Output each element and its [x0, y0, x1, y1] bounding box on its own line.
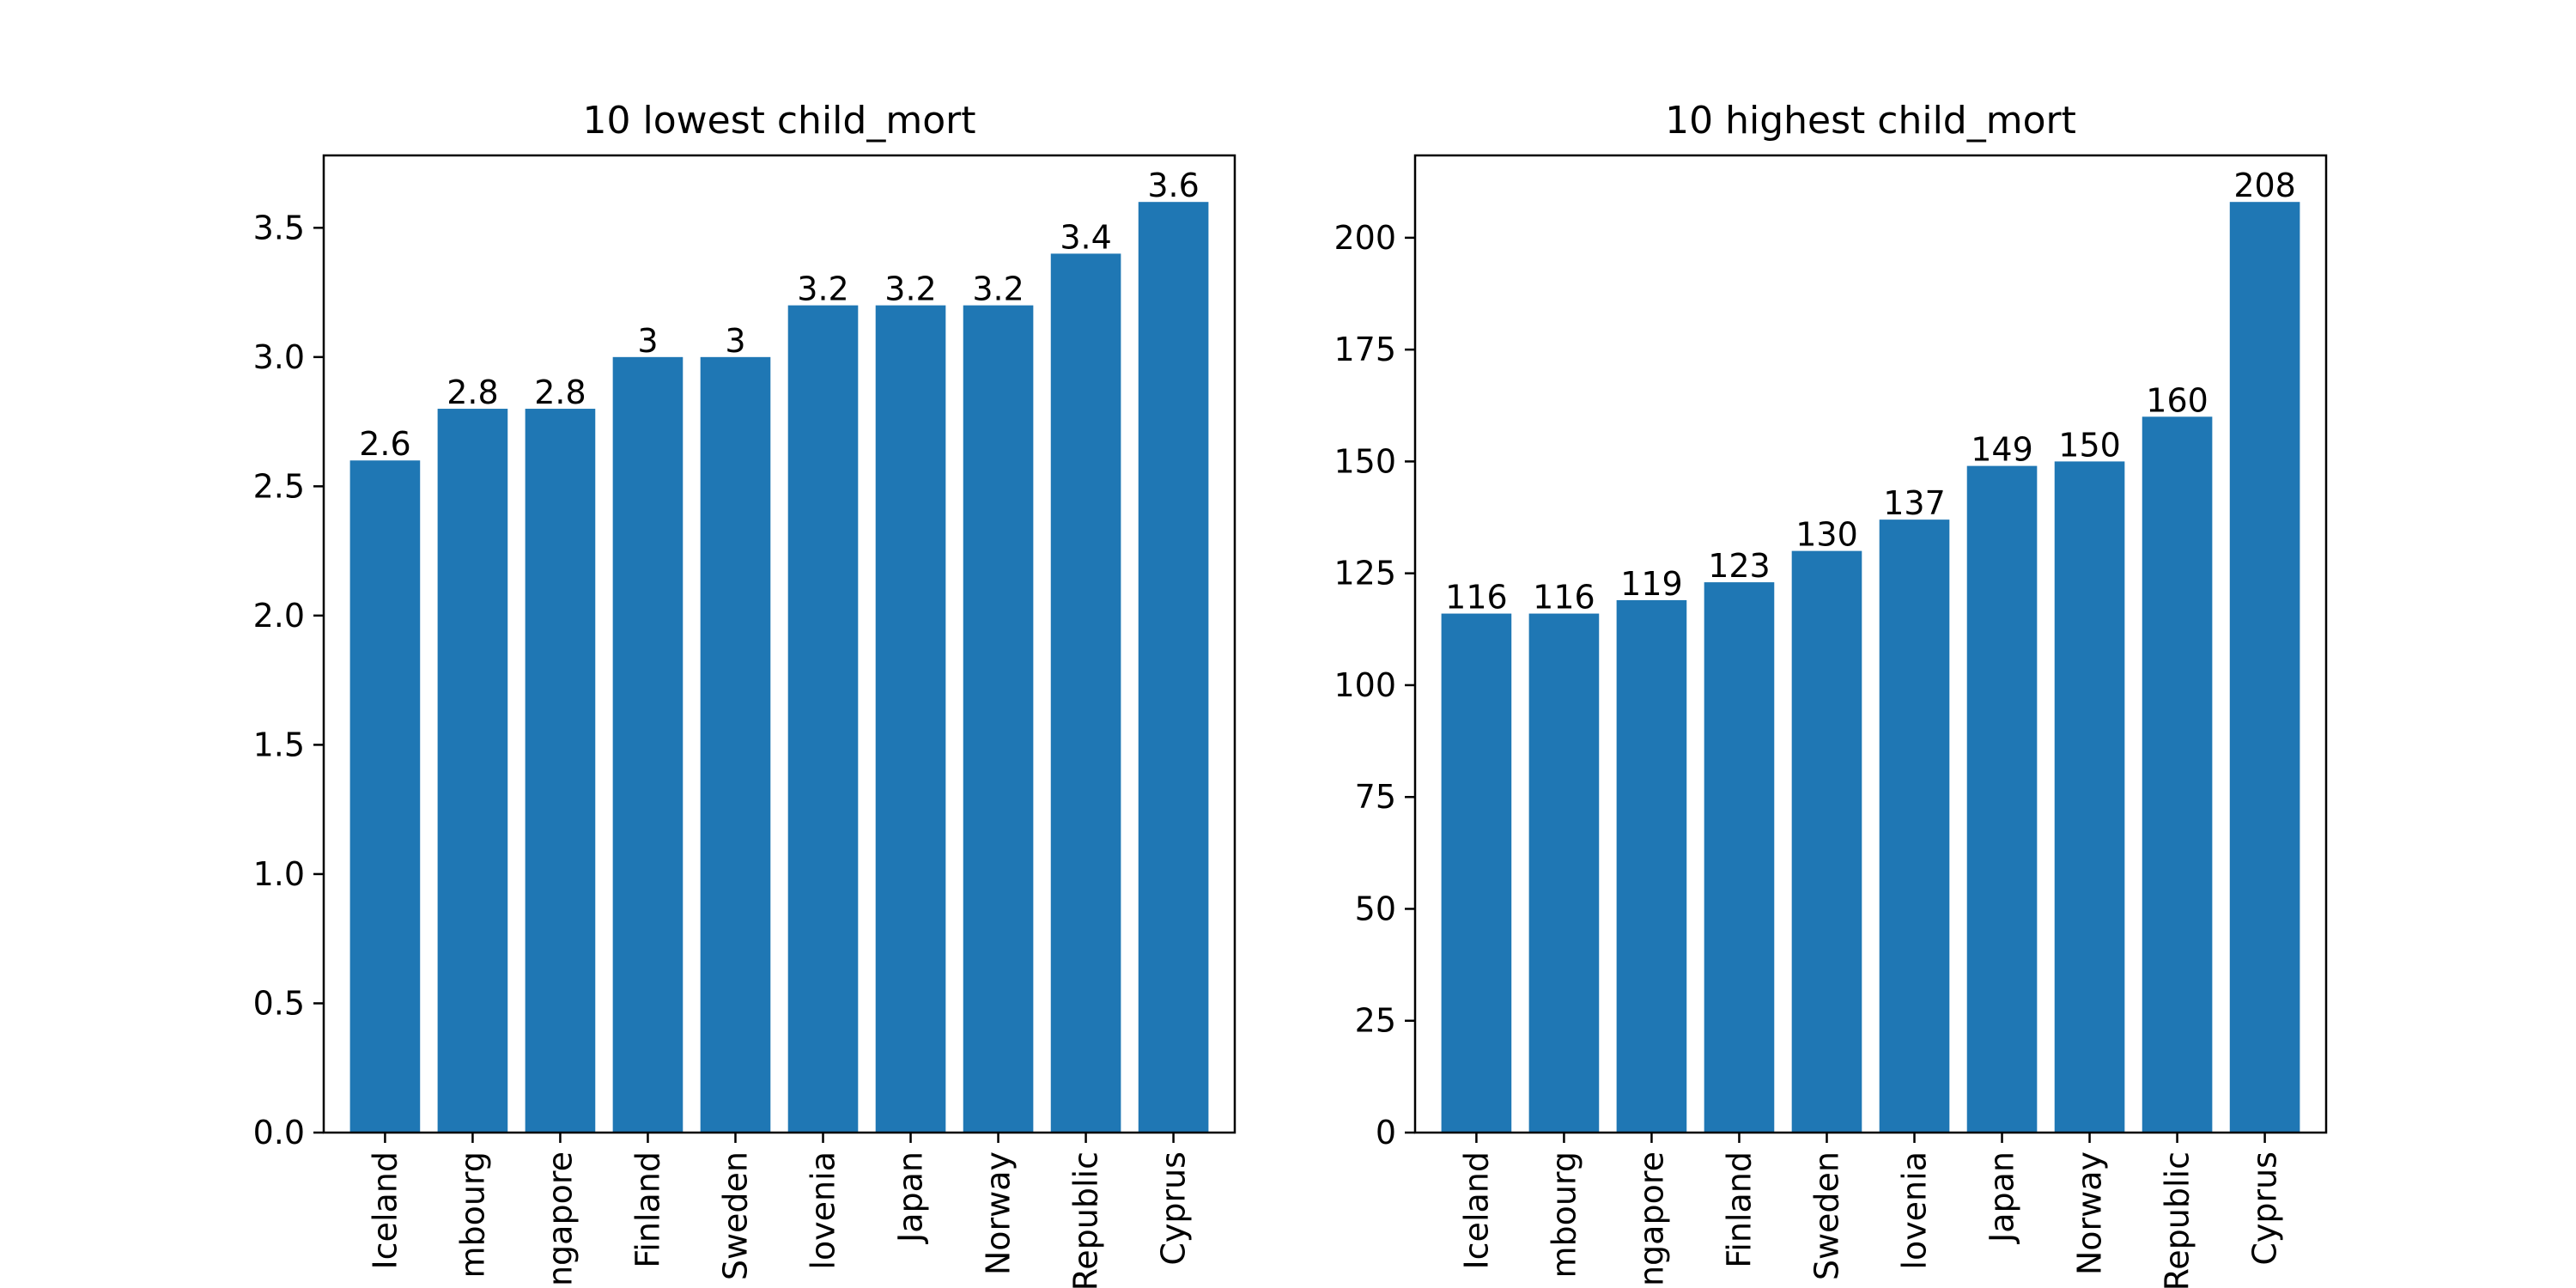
highest-xtick-label-6: Japan — [1984, 1151, 2021, 1244]
lowest-xtick-label-9: Cyprus — [1155, 1151, 1193, 1266]
lowest-xtick-label-0: Iceland — [366, 1151, 404, 1270]
highest-xtick-label-4: Sweden — [1807, 1151, 1845, 1280]
lowest-bar-7 — [963, 305, 1034, 1133]
highest-bar-5 — [1879, 519, 1950, 1133]
highest-bar-1 — [1528, 613, 1600, 1133]
highest-data-label-4: 130 — [1795, 516, 1858, 554]
highest-data-label-6: 149 — [1971, 431, 2033, 469]
highest-bar-2 — [1616, 599, 1687, 1133]
lowest-ytick-label-0: 0.0 — [253, 1114, 305, 1151]
lowest-data-label-8: 3.4 — [1060, 218, 1111, 256]
lowest-xtick-label-1: mbourg — [453, 1151, 491, 1279]
lowest-xtick-label-2: ngapore — [541, 1151, 579, 1286]
highest-xtick-label-5: lovenia — [1896, 1151, 1934, 1270]
highest-data-label-3: 123 — [1708, 547, 1771, 585]
highest-data-label-9: 208 — [2233, 167, 2296, 204]
highest-ytick-label-1: 25 — [1355, 1002, 1396, 1040]
lowest-ytick-label-3: 1.5 — [253, 726, 305, 763]
highest-ytick-label-2: 50 — [1355, 890, 1396, 927]
highest-chart-title: 10 highest child_mort — [1665, 99, 2076, 143]
lowest-data-label-3: 3 — [637, 322, 658, 360]
highest-bar-0 — [1441, 613, 1512, 1133]
lowest-bar-5 — [787, 305, 859, 1133]
lowest-data-label-4: 3 — [725, 322, 745, 360]
lowest-xtick-label-7: Norway — [980, 1151, 1018, 1275]
highest-data-label-5: 137 — [1883, 484, 1946, 522]
lowest-ytick-label-5: 2.5 — [253, 467, 305, 505]
lowest-bar-3 — [612, 356, 683, 1133]
highest-xtick-label-0: Iceland — [1457, 1151, 1495, 1270]
highest-ytick-label-6: 150 — [1334, 442, 1396, 480]
lowest-data-label-0: 2.6 — [359, 425, 410, 463]
highest-bar-6 — [1966, 465, 2038, 1133]
lowest-bar-2 — [525, 409, 596, 1133]
highest-bar-3 — [1704, 582, 1775, 1133]
highest-data-label-8: 160 — [2146, 381, 2208, 419]
lowest-ytick-label-4: 2.0 — [253, 597, 305, 635]
lowest-ytick-label-1: 0.5 — [253, 984, 305, 1022]
chart-panel-highest: 116 116 119 123 130 137 149 150 160 208 0 25 50 75 100… — [1334, 99, 2328, 1288]
lowest-ytick-label-6: 3.0 — [253, 338, 305, 376]
chart-panel-lowest: 2.6 2.8 2.8 3 3 3.2 3.2 3.2 3.4 3.6 0.0 0.5 1.0 1.5 2.… — [253, 99, 1236, 1288]
highest-data-label-1: 116 — [1533, 579, 1595, 617]
lowest-xtick-label-4: Sweden — [716, 1151, 754, 1280]
highest-xtick-label-7: Norway — [2071, 1151, 2109, 1275]
highest-ytick-label-0: 0 — [1376, 1114, 1396, 1151]
lowest-data-label-1: 2.8 — [447, 374, 498, 411]
highest-bar-9 — [2229, 202, 2300, 1133]
lowest-data-label-9: 3.6 — [1147, 167, 1199, 204]
lowest-data-label-2: 2.8 — [534, 374, 586, 411]
lowest-bar-8 — [1050, 253, 1121, 1133]
highest-data-label-7: 150 — [2058, 426, 2121, 464]
highest-xtick-label-9: Cyprus — [2246, 1151, 2284, 1266]
highest-ytick-label-8: 200 — [1334, 219, 1396, 257]
lowest-xtick-label-3: Finland — [629, 1151, 666, 1268]
lowest-bar-1 — [437, 409, 508, 1133]
highest-axes-frame — [1413, 154, 2328, 1134]
highest-ytick-label-4: 100 — [1334, 666, 1396, 704]
highest-xtick-label-8: Republic — [2159, 1151, 2196, 1288]
lowest-ytick-label-2: 1.0 — [253, 855, 305, 893]
highest-data-label-2: 119 — [1620, 565, 1683, 603]
highest-data-label-0: 116 — [1445, 579, 1508, 617]
highest-bar-4 — [1791, 550, 1862, 1133]
highest-ytick-label-5: 125 — [1334, 555, 1396, 592]
lowest-xtick-label-5: lovenia — [805, 1151, 842, 1270]
lowest-xtick-label-6: Japan — [892, 1151, 930, 1244]
lowest-data-label-6: 3.2 — [884, 270, 936, 308]
lowest-bar-0 — [349, 460, 421, 1133]
lowest-bar-9 — [1138, 202, 1209, 1133]
highest-ytick-label-7: 175 — [1334, 331, 1396, 368]
lowest-bar-4 — [700, 356, 771, 1133]
lowest-data-label-7: 3.2 — [972, 270, 1024, 308]
lowest-axes-frame — [322, 154, 1236, 1134]
lowest-chart-title: 10 lowest child_mort — [583, 99, 976, 143]
highest-bar-8 — [2142, 416, 2213, 1133]
lowest-xtick-label-8: Republic — [1067, 1151, 1105, 1288]
highest-bar-7 — [2054, 461, 2125, 1133]
highest-xtick-label-2: ngapore — [1632, 1151, 1670, 1286]
highest-ytick-label-3: 75 — [1355, 778, 1396, 816]
lowest-data-label-5: 3.2 — [797, 270, 848, 308]
lowest-bar-6 — [875, 305, 946, 1133]
highest-xtick-label-1: mbourg — [1545, 1151, 1583, 1279]
lowest-ytick-label-7: 3.5 — [253, 209, 305, 246]
highest-xtick-label-3: Finland — [1720, 1151, 1758, 1268]
